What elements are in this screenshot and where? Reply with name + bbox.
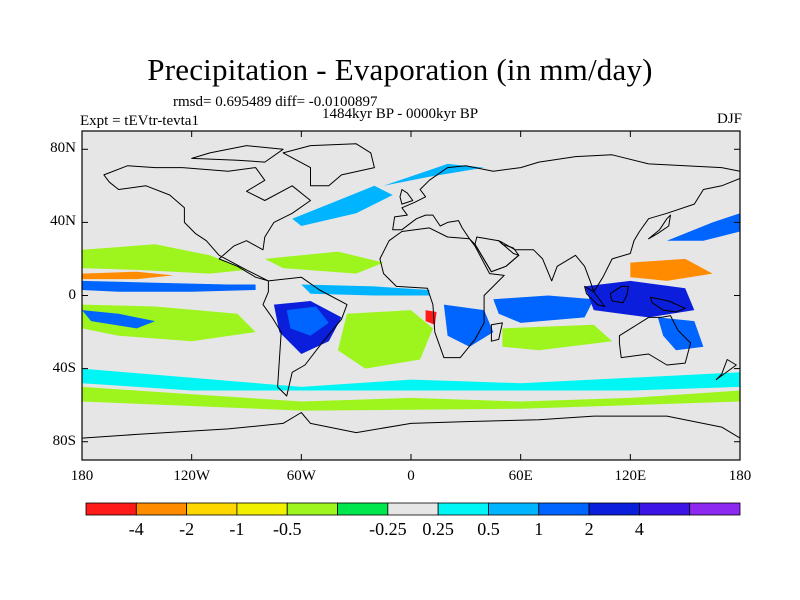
- colorbar-swatch: [638, 502, 691, 516]
- coastline-australia: [618, 315, 692, 366]
- field-dry-atlantic-subtropics-north: [264, 251, 384, 274]
- axis-ticks: [81, 131, 741, 460]
- colorbar-swatch: [85, 502, 137, 516]
- field-wet-spcz: [82, 310, 156, 329]
- colorbar-swatch: [488, 502, 540, 516]
- stats-text: rmsd= 0.695489 diff= -0.0100897: [173, 94, 378, 110]
- colorbar-swatch: [186, 502, 238, 516]
- coastline-borneo: [609, 285, 629, 304]
- coastline-south-america: [262, 276, 348, 397]
- colorbar-label: 0.25: [422, 519, 454, 539]
- coastline-africa: [379, 227, 505, 359]
- x-tick-label: 60E: [508, 468, 533, 484]
- x-tick-label: 120E: [614, 468, 647, 484]
- field-wet-north-pacific-storm: [666, 213, 740, 241]
- x-tick-label: 0: [407, 468, 415, 484]
- field-wet-atlantic-itcz: [301, 284, 430, 296]
- y-tick-label: 40N: [50, 213, 76, 230]
- colorbar-label: -1: [229, 519, 245, 539]
- colorbar-swatch: [588, 502, 640, 516]
- coastline-antarctica: [82, 412, 740, 460]
- field-wet-arctic-norway: [383, 163, 485, 186]
- y-tick-label: 80N: [50, 140, 76, 157]
- x-tick-label: 120W: [173, 468, 210, 484]
- field-wet-southern-ocean: [82, 368, 740, 391]
- y-tick-label: 0: [68, 286, 77, 303]
- coastline-new-zealand: [715, 359, 737, 381]
- colorbar-label: 4: [634, 519, 644, 539]
- coastline-greenland: [282, 143, 375, 187]
- field-dry-south-atlantic: [337, 310, 433, 369]
- colorbar-label: 0.5: [477, 519, 500, 539]
- colorbar-swatch: [286, 502, 338, 516]
- coastline-eurasia: [392, 154, 740, 293]
- colorbar-swatch: [689, 502, 741, 516]
- field-dry-pacific-subtropics-south: [82, 304, 256, 342]
- colorbar-swatch: [236, 502, 288, 516]
- coastline-layer: [82, 143, 740, 460]
- colorbar-label: -2: [179, 519, 195, 539]
- coastline-canadian-arctic-islands: [191, 145, 284, 163]
- field-wet-australia-east: [657, 317, 704, 351]
- x-tick-label: 60W: [286, 468, 316, 484]
- field-wet-maritime-continent: [584, 280, 695, 318]
- colorbar-label: -4: [128, 519, 144, 539]
- field-dry-indian-subtropics: [502, 324, 613, 351]
- coastline-uk: [399, 189, 414, 205]
- field-wet-indian-ocean: [493, 295, 594, 323]
- coastline-arabia: [474, 236, 520, 273]
- colorbar-swatch: [387, 502, 439, 516]
- coastline-japan: [648, 214, 671, 240]
- coastline-north-america: [103, 165, 311, 282]
- colorbar-swatch: [437, 502, 489, 516]
- coastline-new-guinea: [649, 296, 686, 313]
- field-wet-amazon-core: [286, 306, 329, 336]
- colorbar-swatch: [337, 502, 389, 516]
- field-dry-pacific-subtropics-north: [82, 244, 247, 274]
- y-tick-label: 80S: [52, 432, 76, 449]
- colorbar-swatch: [135, 502, 188, 516]
- colorbar-label: -0.25: [369, 519, 407, 539]
- field-dry-southern-ocean: [82, 386, 740, 411]
- colorbar-label: 1: [534, 519, 544, 539]
- field-wet-north-atlantic-storm: [292, 185, 393, 226]
- field-dry-pacific-band-12n: [82, 271, 174, 280]
- period-text: 1484kyr BP - 0000kyr BP: [322, 106, 479, 122]
- coastline-sumatra: [584, 285, 606, 307]
- colorbar-swatch: [538, 502, 590, 516]
- experiment-label: Expt = tEVtr-tevta1: [80, 113, 199, 129]
- colorbar-label: -0.5: [272, 519, 302, 539]
- x-tick-label: 180: [728, 468, 752, 484]
- field-layer: [82, 163, 740, 411]
- colorbar: [85, 502, 741, 516]
- field-dry-west-pacific-north: [630, 258, 713, 281]
- x-tick-label: 180: [70, 468, 94, 484]
- field-wet-tropical-pacific-north: [82, 280, 256, 292]
- season-label: DJF: [716, 111, 742, 127]
- y-tick-label: 40S: [52, 359, 76, 376]
- colorbar-label: 2: [584, 519, 594, 539]
- coastline-madagascar: [490, 322, 503, 342]
- field-wet-south-africa: [443, 304, 494, 347]
- map-title: Precipitation - Evaporation (in mm/day): [147, 52, 653, 87]
